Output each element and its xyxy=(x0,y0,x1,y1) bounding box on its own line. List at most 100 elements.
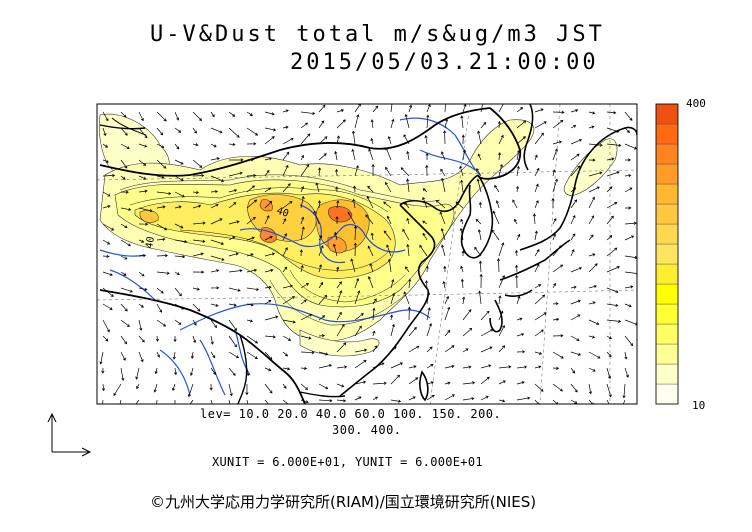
wind-arrow xyxy=(422,196,428,209)
wind-arrow xyxy=(192,143,199,147)
wind-arrow xyxy=(335,216,339,224)
wind-arrow xyxy=(570,138,583,145)
wind-arrow xyxy=(102,173,116,178)
wind-arrow xyxy=(478,201,483,209)
wind-arrow xyxy=(336,342,347,353)
wind-arrow xyxy=(606,383,612,398)
wind-arrow xyxy=(498,164,503,177)
wind-arrow xyxy=(353,225,358,241)
wind-arrow xyxy=(443,130,447,145)
wind-arrow xyxy=(606,351,612,358)
wind-arrow xyxy=(390,104,393,113)
wind-arrow xyxy=(498,275,506,289)
wind-arrow xyxy=(102,111,109,122)
wind-arrow xyxy=(372,307,376,321)
wind-arrow xyxy=(174,127,182,133)
wind-arrow xyxy=(282,247,288,257)
wind-arrow xyxy=(120,271,127,276)
wind-arrow xyxy=(588,158,596,162)
wind-arrow xyxy=(534,284,542,289)
wind-arrow xyxy=(606,157,615,161)
wind-arrow xyxy=(426,307,431,321)
wind-arrow xyxy=(552,169,556,177)
wind-arrow xyxy=(300,185,304,193)
wind-arrow xyxy=(474,246,482,257)
wind-arrow xyxy=(246,399,250,404)
wind-arrow xyxy=(444,104,446,113)
wind-arrow xyxy=(455,201,464,209)
wind-arrow xyxy=(174,367,178,376)
wind-arrow xyxy=(154,367,158,375)
wind-arrow xyxy=(606,171,620,177)
wind-arrow xyxy=(570,165,581,177)
wind-arrow xyxy=(246,367,250,377)
wind-arrow xyxy=(440,168,446,177)
wind-arrow xyxy=(246,216,256,225)
wind-arrow xyxy=(624,187,633,193)
contour-label: 40 xyxy=(275,205,290,219)
wind-arrow xyxy=(335,168,339,177)
wind-arrow xyxy=(313,210,320,225)
wind-arrow xyxy=(120,367,125,381)
wind-arrow xyxy=(406,243,410,257)
wind-arrow xyxy=(300,133,311,145)
wind-arrow xyxy=(624,127,630,133)
wind-arrow xyxy=(552,282,556,289)
wind-arrow xyxy=(403,134,410,145)
wind-arrow xyxy=(552,302,559,306)
wind-arrow xyxy=(300,195,305,209)
wind-arrow xyxy=(210,175,225,182)
wind-arrow xyxy=(156,205,166,209)
wind-arrow xyxy=(299,249,303,257)
wind-arrow xyxy=(370,232,374,241)
wind-arrow xyxy=(480,310,490,321)
wind-arrow xyxy=(120,190,129,194)
wind-arrow xyxy=(318,383,329,390)
wind-arrow xyxy=(606,143,622,147)
wind-arrow xyxy=(282,383,287,389)
wind-arrow xyxy=(210,303,219,307)
wind-arrow xyxy=(138,111,144,122)
wind-arrow xyxy=(210,335,214,345)
wind-arrow xyxy=(264,252,276,257)
wind-arrow xyxy=(462,149,467,161)
wind-arrow xyxy=(351,148,356,161)
wind-arrow xyxy=(282,218,287,225)
wind-arrow xyxy=(102,223,115,231)
wind-arrow xyxy=(282,284,293,289)
wind-arrow xyxy=(534,154,538,161)
wind-arrow xyxy=(264,235,273,241)
wind-arrow xyxy=(210,111,215,118)
wind-arrow xyxy=(404,113,410,129)
wind-arrow xyxy=(497,152,502,161)
wind-arrow xyxy=(192,303,201,312)
wind-arrow xyxy=(300,335,312,340)
wind-arrow xyxy=(336,281,342,289)
wind-arrow xyxy=(460,278,464,289)
wind-arrow xyxy=(187,383,194,398)
wind-arrow xyxy=(336,266,340,273)
colorbar-swatch xyxy=(655,383,679,405)
wind-arrow xyxy=(480,328,494,337)
wind-arrow xyxy=(516,365,528,369)
wind-arrow xyxy=(552,334,564,338)
wind-arrow xyxy=(460,218,464,225)
wind-arrow xyxy=(174,143,180,150)
wind-arrow xyxy=(174,271,180,275)
timestamp: 2015/05/03.21:00:00 xyxy=(290,50,599,75)
wind-arrow xyxy=(425,265,429,273)
wind-arrow xyxy=(300,226,305,241)
wind-arrow xyxy=(264,351,273,360)
wind-arrow xyxy=(435,199,446,209)
wind-arrow xyxy=(624,285,634,289)
wind-arrow xyxy=(426,114,430,129)
wind-arrow xyxy=(479,273,483,289)
wind-arrow xyxy=(174,400,176,404)
wind-arrow xyxy=(516,120,527,129)
wind-arrow xyxy=(444,364,455,369)
wind-arrow xyxy=(135,367,140,380)
wind-arrow xyxy=(516,332,525,337)
wind-arrow xyxy=(622,399,626,404)
wind-arrow xyxy=(192,287,200,291)
wind-arrow xyxy=(444,345,455,353)
